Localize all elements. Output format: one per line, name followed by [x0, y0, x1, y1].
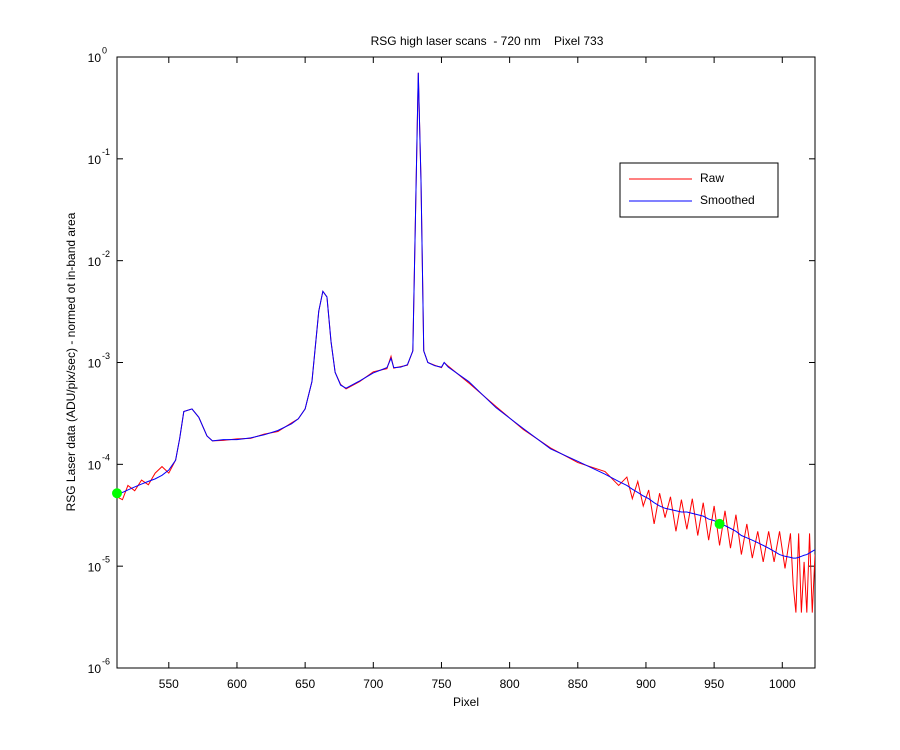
legend-label: Raw	[700, 171, 724, 185]
y-tick-exponent: -1	[102, 147, 110, 157]
y-tick-exponent: -5	[102, 555, 110, 565]
x-tick-label: 850	[568, 677, 588, 691]
y-tick-label: 10	[88, 560, 102, 574]
series-line	[117, 72, 815, 559]
chart-title: RSG high laser scans - 720 nm Pixel 733	[371, 34, 604, 48]
plot-area	[116, 56, 816, 669]
x-tick-label: 550	[159, 677, 179, 691]
x-tick-label: 650	[295, 677, 315, 691]
y-tick-exponent: -2	[102, 249, 110, 259]
y-tick-exponent: -3	[102, 351, 110, 361]
y-tick-exponent: -6	[102, 656, 110, 666]
legend-box	[619, 162, 779, 218]
y-tick-label: 10	[88, 357, 102, 371]
x-tick-label: 800	[500, 677, 520, 691]
y-tick-label: 10	[88, 662, 102, 676]
legend-label: Smoothed	[700, 193, 755, 207]
x-tick-label: 600	[227, 677, 247, 691]
x-axis-label: Pixel	[453, 695, 479, 709]
x-tick-label: 950	[704, 677, 724, 691]
y-tick-exponent: 0	[102, 45, 107, 55]
y-tick-label: 10	[88, 153, 102, 167]
y-axis-label: RSG Laser data (ADU/pix/sec) - normed ot…	[64, 212, 78, 511]
x-tick-label: 900	[636, 677, 656, 691]
y-tick-exponent: -4	[102, 453, 110, 463]
marker-point	[714, 518, 725, 529]
x-tick-label: 750	[431, 677, 451, 691]
x-tick-label: 1000	[769, 677, 796, 691]
marker-point	[112, 488, 122, 499]
y-tick-label: 10	[88, 255, 102, 269]
x-tick-label: 700	[363, 677, 383, 691]
y-tick-label: 10	[88, 459, 102, 473]
y-tick-label: 10	[88, 51, 102, 65]
